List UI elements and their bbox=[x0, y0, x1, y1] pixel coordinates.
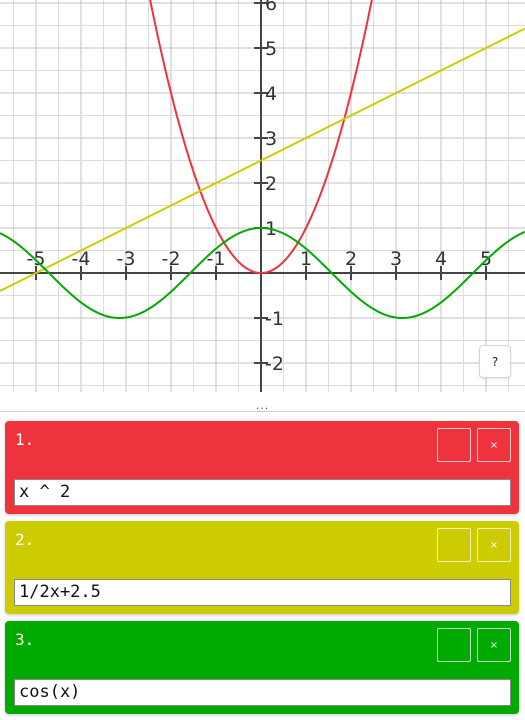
expression-input[interactable]: 1/2x+2.5 bbox=[14, 579, 511, 606]
remove-expression-button[interactable]: × bbox=[477, 528, 511, 562]
expression-index: 1. bbox=[15, 430, 35, 449]
color-picker-button[interactable] bbox=[437, 528, 471, 562]
y-tick-label: -1 bbox=[265, 308, 284, 330]
curve-3 bbox=[0, 226, 525, 319]
y-tick-label: 5 bbox=[265, 38, 277, 60]
x-tick-label: -3 bbox=[117, 248, 136, 270]
expression-input[interactable]: cos(x) bbox=[14, 679, 511, 706]
x-tick-label: -1 bbox=[207, 248, 226, 270]
color-picker-button[interactable] bbox=[437, 628, 471, 662]
expression-input[interactable]: x ^ 2 bbox=[14, 479, 511, 506]
x-tick-label: 1 bbox=[300, 248, 312, 270]
remove-expression-button[interactable]: × bbox=[477, 428, 511, 462]
x-tick-label: -2 bbox=[162, 248, 181, 270]
curves bbox=[0, 0, 525, 319]
y-tick-label: 4 bbox=[265, 83, 277, 105]
expression-index: 2. bbox=[15, 530, 35, 549]
grid-lines bbox=[0, 0, 525, 392]
curve-2 bbox=[0, 27, 525, 292]
color-picker-button[interactable] bbox=[437, 428, 471, 462]
help-button[interactable]: ? bbox=[479, 345, 511, 378]
x-tick-label: 2 bbox=[345, 248, 357, 270]
axes bbox=[0, 0, 525, 392]
y-tick-label: 6 bbox=[265, 0, 277, 15]
x-tick-label: 3 bbox=[390, 248, 402, 270]
curve-1 bbox=[149, 0, 373, 275]
expression-card-1: 1. × x ^ 2 bbox=[5, 421, 519, 514]
x-tick-label: 4 bbox=[435, 248, 447, 270]
panel-resize-handle[interactable]: ... bbox=[255, 398, 270, 412]
remove-expression-button[interactable]: × bbox=[477, 628, 511, 662]
expression-card-3: 3. × cos(x) bbox=[5, 621, 519, 714]
expression-index: 3. bbox=[15, 630, 35, 649]
expression-card-2: 2. × 1/2x+2.5 bbox=[5, 521, 519, 614]
y-tick-label: 2 bbox=[265, 173, 277, 195]
panel-divider bbox=[0, 411, 525, 412]
y-tick-label: -2 bbox=[265, 353, 284, 375]
y-tick-label: 3 bbox=[265, 128, 277, 150]
